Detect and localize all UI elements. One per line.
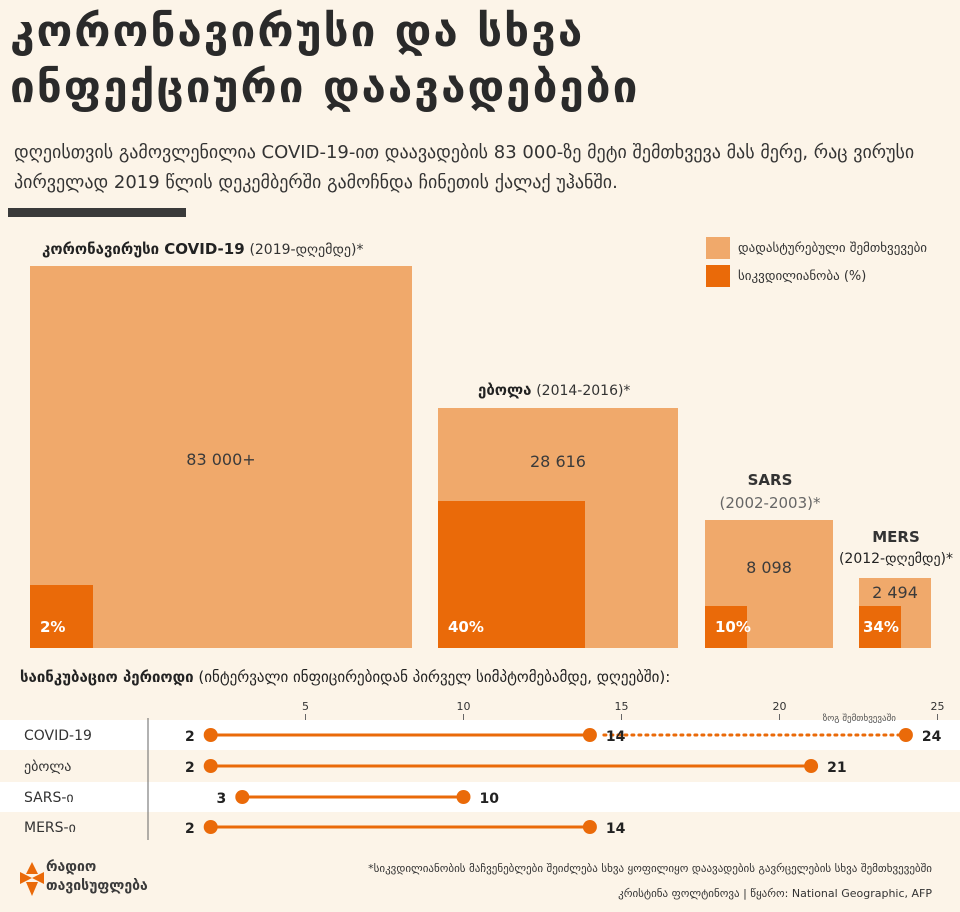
max-label: 10 xyxy=(480,791,500,807)
tick-label: 15 xyxy=(615,700,629,713)
mers-mortality-square: 34% xyxy=(859,606,901,648)
ebola-mortality-square: 40% xyxy=(438,501,585,648)
ebola-cases-square: 28 616 40% xyxy=(438,408,678,648)
sars-mortality-square: 10% xyxy=(705,606,751,648)
tick-label: 20 xyxy=(773,700,787,713)
row-label: COVID-19 xyxy=(24,728,92,744)
mers-cases-square: 2 494 34% xyxy=(859,578,931,648)
source-credit: კრისტინა ფოლტინოვა | წყარო: National Geo… xyxy=(618,887,932,900)
row-label: SARS-ი xyxy=(24,790,74,806)
page-subtitle: დღეისთვის გამოვლენილია COVID-19-ით დაავა… xyxy=(14,142,915,193)
tick-label: 10 xyxy=(457,700,471,713)
ebola-years: (2014-2016)* xyxy=(536,383,631,399)
legend: დადასტურებული შემთხვევები სიკვდილიანობა … xyxy=(706,236,927,292)
covid-cases-value: 83 000+ xyxy=(186,450,256,469)
min-label: 2 xyxy=(185,760,195,776)
ebola-label: ებოლა (2014-2016)* xyxy=(478,381,630,399)
incubation-title: საინკუბაციო პერიოდი (ინტერვალი ინფიცირებ… xyxy=(20,668,670,686)
mers-years: (2012-დღემდე)* xyxy=(838,551,954,567)
row-label: ებოლა xyxy=(24,759,71,775)
incubation-title-main: საინკუბაციო პერიოდი xyxy=(20,668,194,686)
covid-label: კორონავირუსი COVID-19 (2019-დღემდე)* xyxy=(42,240,363,258)
title-divider xyxy=(8,208,186,217)
min-label: 2 xyxy=(185,729,195,745)
row-label: MERS-ი xyxy=(24,820,76,836)
sars-cases-value: 8 098 xyxy=(746,558,792,577)
min-point xyxy=(203,728,218,742)
min-label: 3 xyxy=(217,791,227,807)
mers-cases-value: 2 494 xyxy=(872,583,918,602)
footnote: *სიკვდილიანობის მაჩვენებლები შეიძლება სხ… xyxy=(368,862,932,875)
title-line-2: ინფექციური დაავადებები xyxy=(10,62,640,113)
max-label: 14 xyxy=(606,729,626,745)
sars-mortality-value: 10% xyxy=(715,618,751,636)
tick-label: 5 xyxy=(302,700,309,713)
ebola-cases-value: 28 616 xyxy=(530,452,586,471)
max-point xyxy=(456,790,471,804)
logo-line-1: რადიო xyxy=(46,859,97,875)
ebola-mortality-value: 40% xyxy=(448,618,484,636)
covid-name: კორონავირუსი COVID-19 xyxy=(42,240,245,258)
mers-mortality-value: 34% xyxy=(863,618,899,636)
mers-name: MERS xyxy=(872,528,920,546)
logo-line-2: თავისუფლება xyxy=(46,878,148,894)
legend-confirmed-swatch xyxy=(706,237,730,259)
covid-mortality-square: 2% xyxy=(30,585,93,648)
incubation-chart: 5 10 15 20 25 COVID-19 24 ზოგ შემთხვევაში 2 14 ებო… xyxy=(0,700,960,840)
extended-max-label: 24 xyxy=(922,729,942,745)
page-title: კორონავირუსი და სხვა ინფექციური დაავადებ… xyxy=(10,4,950,116)
covid-years: (2019-დღემდე)* xyxy=(249,242,364,258)
covid-mortality-value: 2% xyxy=(40,618,66,636)
max-point xyxy=(582,728,597,742)
min-point xyxy=(203,820,218,834)
min-point xyxy=(235,790,250,804)
legend-mortality-label: სიკვდილიანობა (%) xyxy=(738,268,867,284)
incubation-title-note: (ინტერვალი ინფიცირებიდან პირველ სიმპტომე… xyxy=(198,668,671,686)
max-point xyxy=(582,820,597,834)
max-label: 14 xyxy=(606,821,626,837)
row-band xyxy=(0,782,960,812)
legend-mortality: სიკვდილიანობა (%) xyxy=(706,264,927,288)
sars-cases-square: 8 098 10% xyxy=(705,520,833,648)
legend-mortality-swatch xyxy=(706,265,730,287)
min-point xyxy=(203,759,218,773)
min-label: 2 xyxy=(185,821,195,837)
legend-confirmed-label: დადასტურებული შემთხვევები xyxy=(738,240,928,256)
extended-note: ზოგ შემთხვევაში xyxy=(823,713,897,724)
max-label: 21 xyxy=(827,760,846,776)
ebola-name: ებოლა xyxy=(478,381,532,399)
covid-cases-square: 83 000+ 2% xyxy=(30,266,412,648)
sars-years: (2002-2003)* xyxy=(719,494,821,512)
title-line-1: კორონავირუსი და სხვა xyxy=(10,6,585,57)
logo-text: რადიო თავისუფლება xyxy=(46,858,148,896)
extended-max-point xyxy=(898,728,913,742)
legend-confirmed: დადასტურებული შემთხვევები xyxy=(706,236,927,260)
radio-liberty-logo xyxy=(20,862,44,896)
sars-name: SARS xyxy=(747,471,793,489)
max-point xyxy=(804,759,819,773)
tick-label: 25 xyxy=(931,700,945,713)
